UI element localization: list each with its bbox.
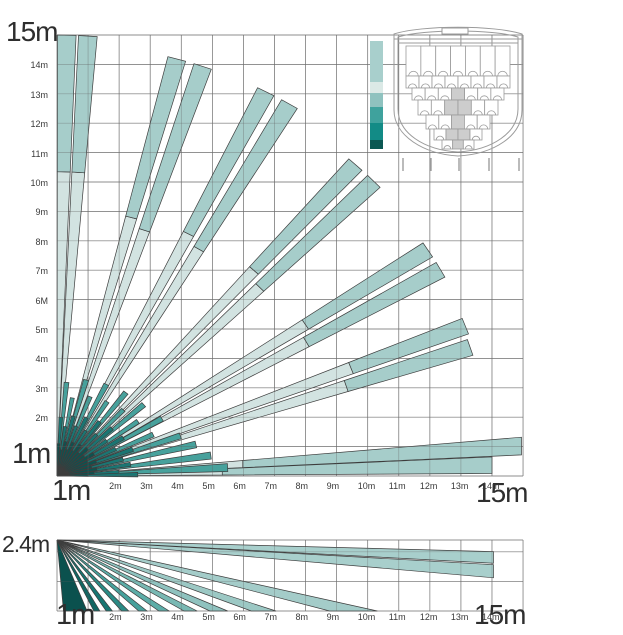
side-chart-x-min-label: 1m (56, 599, 95, 631)
legend-swatch (370, 93, 383, 107)
top-y-tick-label: 6M (35, 295, 48, 306)
beam (56, 447, 90, 477)
beam (301, 242, 434, 330)
side-x-tick-label: 10m (357, 612, 376, 622)
beam (71, 35, 98, 174)
top-beam-fan (56, 34, 522, 478)
side-x-tick-label: 14m (481, 612, 500, 622)
side-x-tick-label: 2m (109, 612, 122, 622)
lens-housing (393, 26, 523, 157)
side-beam-fan (56, 539, 494, 612)
top-y-tick-label: 7m (35, 266, 48, 277)
top-x-tick-label: 4m (171, 481, 184, 491)
top-y-tick-label: 5m (35, 325, 48, 335)
beam (348, 317, 469, 375)
side-x-tick-label: 13m (450, 612, 469, 622)
top-y-tick-label: 14m (30, 60, 48, 71)
top-chart-y-max-label: 15m (6, 16, 58, 47)
legend-swatch (370, 82, 383, 93)
beam (56, 539, 149, 612)
top-y-tick-label: 9m (35, 207, 48, 218)
top-y-tick-label: 10m (30, 178, 48, 188)
top-y-tick-label: 2m (35, 413, 48, 424)
side-x-tick-label: 6m (233, 612, 246, 622)
beam (249, 158, 363, 275)
top-y-tick-label: 8m (35, 236, 48, 247)
beam (56, 539, 171, 612)
top-grid (56, 34, 524, 477)
side-chart-height-label: 2.4m (2, 531, 50, 557)
beam (56, 539, 130, 612)
top-x-tick-label: 10m (357, 481, 376, 491)
beam (56, 539, 198, 612)
beam (56, 459, 89, 477)
beam (56, 539, 114, 612)
top-x-tick-label: 3m (140, 481, 153, 491)
lens-scale-ticks (402, 158, 520, 171)
side-x-tick-label: 11m (388, 612, 406, 622)
top-x-tick-label: 14m (481, 481, 500, 491)
top-y-tick-label: 11m (31, 148, 48, 159)
side-x-tick-label: 9m (326, 612, 340, 622)
legend-swatch (370, 41, 383, 82)
beam (255, 174, 381, 292)
top-x-tick-label: 9m (326, 481, 340, 491)
top-x-tick-label: 12m (419, 481, 438, 491)
beam (56, 459, 98, 477)
beam (56, 539, 228, 612)
beam (56, 34, 77, 173)
beam (56, 539, 494, 579)
beam (242, 436, 522, 468)
beam (56, 443, 83, 477)
side-x-tick-label: 4m (171, 612, 184, 622)
beam (56, 539, 378, 612)
beam (56, 539, 277, 612)
top-x-tick-label: 2m (109, 481, 122, 491)
legend-swatch (370, 107, 383, 123)
beam (56, 539, 88, 612)
beam (56, 539, 101, 612)
top-x-tick-label: 13m (450, 481, 469, 491)
top-chart-x-max-label: 15m (476, 477, 528, 508)
top-y-tick-label: 12m (30, 119, 48, 130)
side-grid (56, 539, 524, 612)
beam-intensity-legend (370, 41, 383, 149)
top-x-tick-label: 8m (295, 481, 309, 491)
beam (303, 262, 446, 348)
side-chart-x-max-label: 15m (474, 599, 526, 630)
beam (56, 473, 89, 477)
top-x-tick-label: 7m (264, 481, 277, 491)
side-x-tick-label: 7m (264, 612, 277, 622)
side-x-tick-label: 5m (202, 612, 215, 622)
beam (193, 99, 298, 253)
top-y-tick-label: 4m (35, 354, 48, 365)
lens-facets (405, 45, 511, 150)
beam (56, 467, 98, 477)
top-chart-x-min-label: 1m (52, 475, 91, 507)
top-x-tick-label: 6m (233, 481, 246, 491)
beam (56, 465, 93, 477)
beam (343, 339, 474, 392)
beam (56, 452, 95, 477)
top-x-tick-label: 5m (202, 481, 215, 491)
top-x-tick-label: 11m (388, 481, 406, 491)
side-x-tick-label: 8m (295, 612, 309, 622)
side-x-tick-label: 12m (419, 612, 438, 622)
beam (56, 539, 494, 564)
lens-pattern-diagram (393, 26, 523, 171)
top-chart-y-min-label: 1m (12, 438, 51, 470)
legend-swatch (370, 123, 383, 140)
top-y-tick-label: 3m (35, 383, 48, 394)
legend-swatch (370, 140, 383, 149)
beam (125, 56, 187, 220)
side-x-tick-label: 3m (140, 612, 153, 622)
beam (56, 454, 86, 477)
top-y-tick-label: 13m (30, 89, 48, 100)
beam (138, 63, 212, 233)
beam (182, 87, 275, 237)
